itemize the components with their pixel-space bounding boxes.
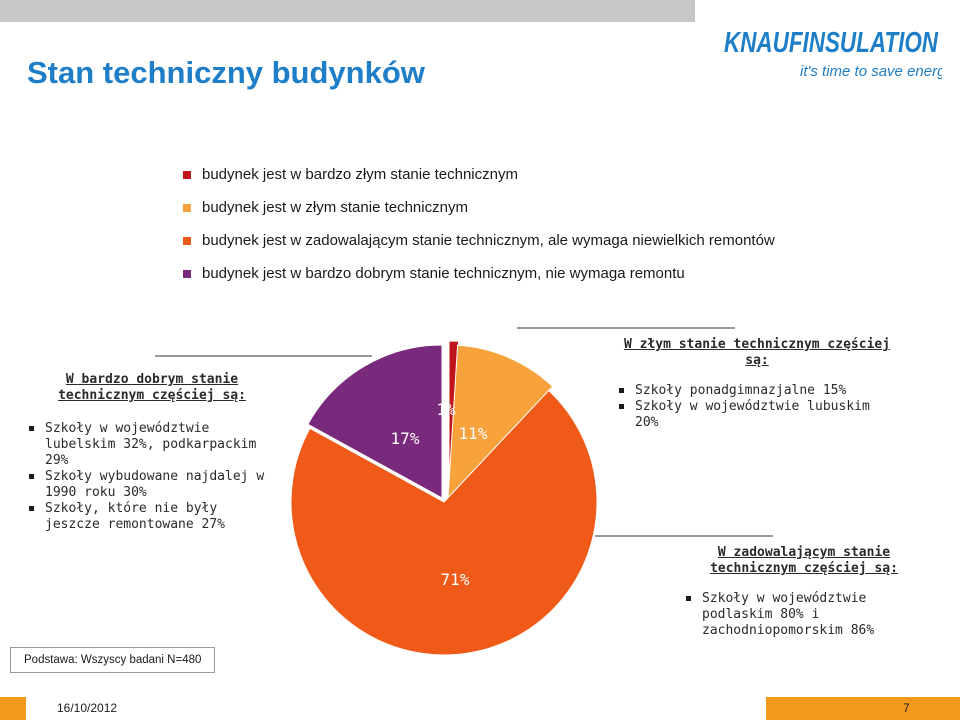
legend-item: budynek jest w bardzo dobrym stanie tech… [183, 257, 775, 290]
header-band [0, 0, 695, 22]
legend-swatch [183, 170, 191, 179]
annotation-item: Szkoły wybudowane najdalej w 1990 roku 3… [27, 469, 277, 501]
legend-swatch [183, 236, 191, 245]
knauf-insulation-logo: KNAUFINSULATION it's time to save energy [724, 27, 942, 80]
pie-slice [447, 344, 554, 500]
annotation-heading: W złym stanie technicznym częściej są: [623, 337, 891, 368]
annotation-item: Szkoły ponadgimnazjalne 15% [617, 383, 897, 399]
sample-basis-note: Podstawa: Wszyscy badani N=480 [10, 647, 215, 673]
legend-label: budynek jest w bardzo złym stanie techni… [202, 166, 518, 183]
legend-swatch [183, 203, 191, 212]
legend-item: budynek jest w zadowalającym stanie tech… [183, 224, 775, 257]
annotation-heading: W bardzo dobrym stanie technicznym częśc… [58, 372, 246, 403]
annotation-item: Szkoły w województwie podlaskim 80% i za… [684, 591, 924, 639]
footer-panel [26, 697, 766, 720]
legend-item: budynek jest w złym stanie technicznym [183, 191, 775, 224]
annotation-satisfactory: W zadowalającym stanie technicznym częśc… [684, 545, 924, 639]
legend-swatch [183, 269, 191, 278]
legend-label: budynek jest w złym stanie technicznym [202, 199, 468, 216]
annotation-very-good: W bardzo dobrym stanie technicznym częśc… [27, 372, 277, 533]
legend-item: budynek jest w bardzo złym stanie techni… [183, 158, 775, 191]
pie-slice-label: 17% [391, 429, 420, 448]
pie-slice [307, 344, 443, 499]
annotation-item: Szkoły w województwie lubelskim 32%, pod… [27, 421, 277, 469]
logo-tagline: it's time to save energy [800, 63, 942, 80]
pie-slice [290, 389, 598, 656]
pie-slice-label: 11% [459, 424, 488, 443]
pie-slice-label: 71% [441, 570, 470, 589]
annotation-item: Szkoły, które nie były jeszcze remontowa… [27, 501, 277, 533]
footer-date: 16/10/2012 [57, 701, 118, 715]
annotation-bad: W złym stanie technicznym częściej są: S… [617, 337, 897, 431]
page-title: Stan techniczny budynków [27, 55, 425, 90]
legend-label: budynek jest w zadowalającym stanie tech… [202, 232, 775, 249]
pie-slice-label: 1% [436, 400, 456, 419]
chart-legend: budynek jest w bardzo złym stanie techni… [183, 158, 775, 290]
annotation-heading: W zadowalającym stanie technicznym częśc… [710, 545, 898, 576]
page-number: 7 [903, 701, 910, 715]
logo-brand: KNAUFINSULATION [724, 27, 939, 59]
annotation-item: Szkoły w województwie lubuskim 20% [617, 399, 897, 431]
legend-label: budynek jest w bardzo dobrym stanie tech… [202, 265, 685, 282]
